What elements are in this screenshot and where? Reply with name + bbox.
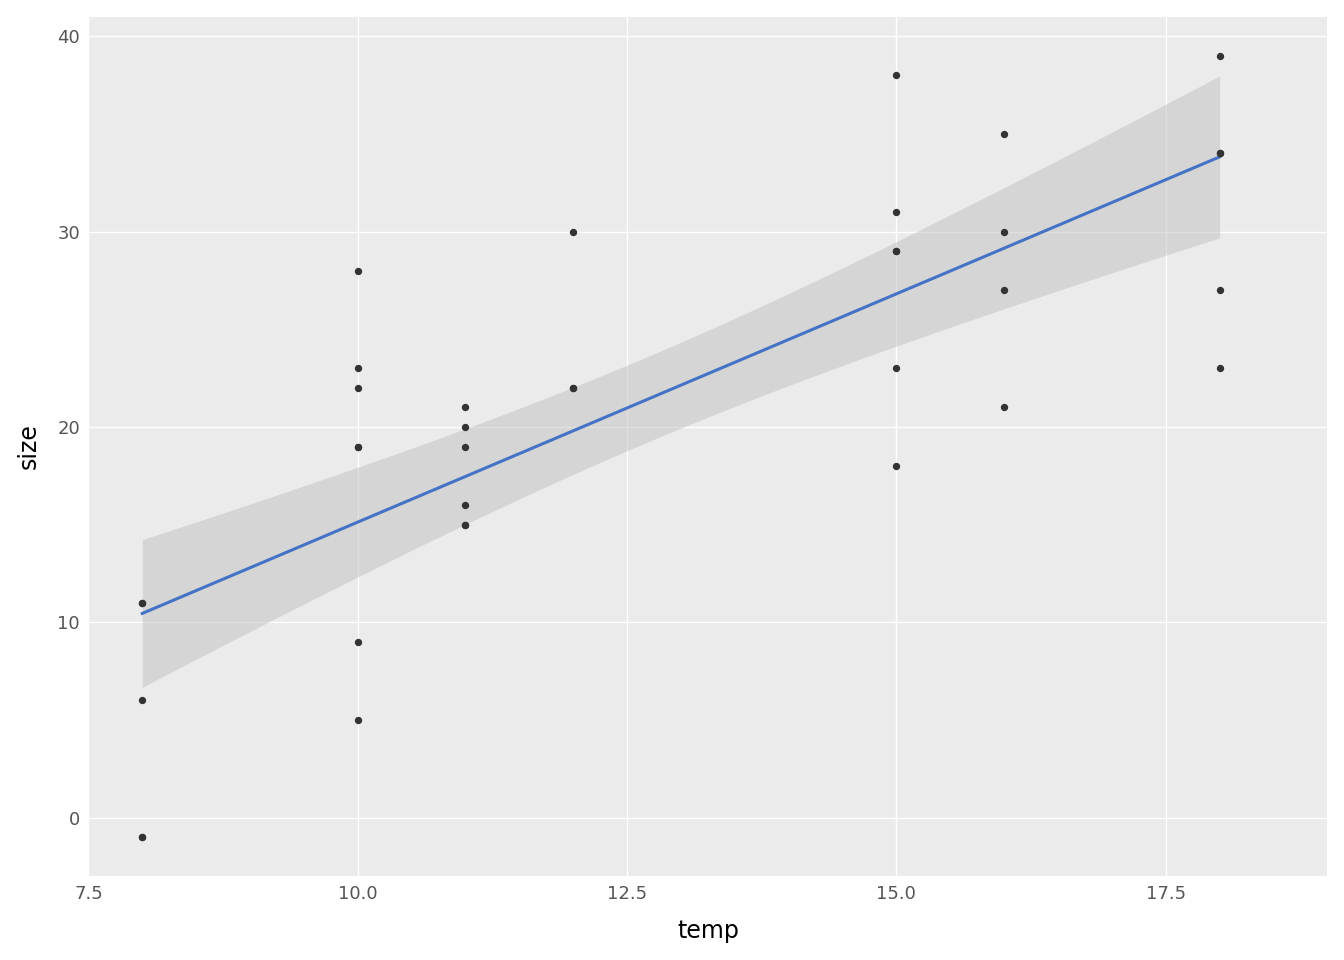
Point	[886, 204, 907, 220]
Point	[886, 244, 907, 259]
Point	[886, 67, 907, 83]
Point	[347, 263, 368, 278]
Point	[1208, 282, 1230, 298]
Point	[347, 635, 368, 650]
Point	[454, 517, 476, 533]
X-axis label: temp: temp	[677, 920, 739, 944]
Point	[454, 420, 476, 435]
Point	[993, 399, 1015, 415]
Point	[347, 439, 368, 454]
Point	[132, 829, 153, 845]
Point	[562, 380, 583, 396]
Y-axis label: size: size	[16, 423, 40, 469]
Point	[886, 244, 907, 259]
Point	[886, 458, 907, 473]
Point	[562, 224, 583, 239]
Point	[993, 282, 1015, 298]
Point	[454, 399, 476, 415]
Point	[347, 380, 368, 396]
Point	[993, 224, 1015, 239]
Point	[886, 361, 907, 376]
Point	[347, 712, 368, 728]
Point	[993, 126, 1015, 141]
Point	[347, 361, 368, 376]
Point	[347, 439, 368, 454]
Point	[132, 595, 153, 611]
Point	[562, 380, 583, 396]
Point	[454, 439, 476, 454]
Point	[1208, 48, 1230, 63]
Point	[1208, 361, 1230, 376]
Point	[1208, 146, 1230, 161]
Point	[132, 829, 153, 845]
Point	[454, 517, 476, 533]
Point	[132, 693, 153, 708]
Point	[132, 595, 153, 611]
Point	[454, 497, 476, 513]
Point	[1208, 146, 1230, 161]
